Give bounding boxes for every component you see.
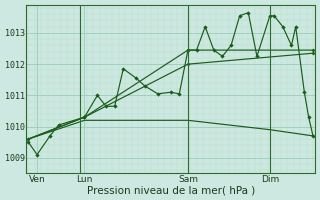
- X-axis label: Pression niveau de la mer( hPa ): Pression niveau de la mer( hPa ): [87, 185, 255, 195]
